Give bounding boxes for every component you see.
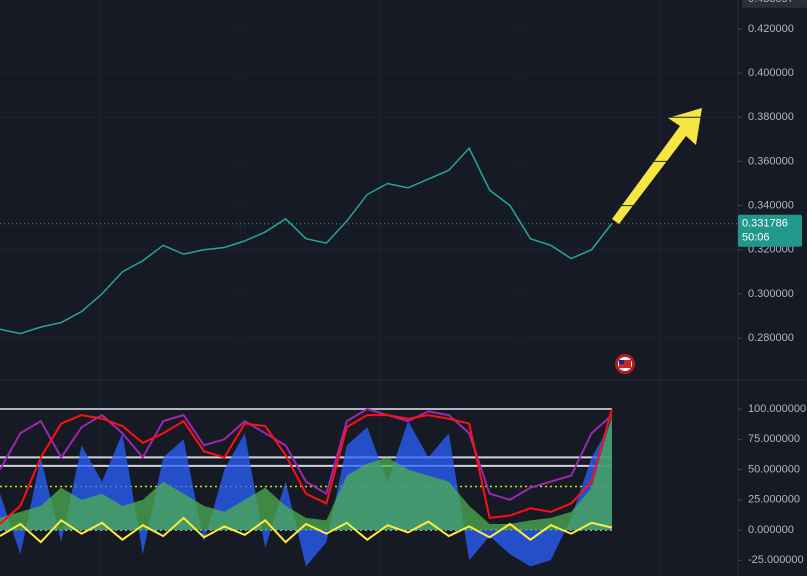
flag-canton [619, 360, 624, 364]
last-price-box [738, 214, 802, 247]
y-tick-label: 0.360000 [748, 155, 794, 167]
y-tick-label: 25.000000 [748, 494, 800, 506]
line [0, 146, 613, 335]
arrow [612, 108, 702, 224]
y-tick-label: 75.000000 [748, 433, 800, 445]
y-tick-label: 100.000000 [748, 403, 806, 415]
y-tick-label: 0.000000 [748, 524, 794, 536]
y-tick-label: -25.000000 [748, 554, 804, 566]
y-tick-label: 0.400000 [748, 67, 794, 79]
area [0, 415, 612, 531]
line [0, 407, 613, 501]
line [0, 408, 613, 525]
last-price-label: 0.331786 [742, 218, 788, 230]
y-tick-label: 0.380000 [748, 111, 794, 123]
price-marker-box [742, 0, 807, 8]
y-tick-label: 50.000000 [748, 463, 800, 475]
y-tick-label: 0.280000 [748, 332, 794, 344]
countdown-label: 50:06 [742, 232, 770, 244]
y-tick-label: 0.300000 [748, 288, 794, 300]
y-tick-label: 0.340000 [748, 199, 794, 211]
flag-stripes [619, 360, 631, 368]
price-marker-label: 0.433597 [748, 0, 794, 5]
y-tick-label: 0.420000 [748, 23, 794, 35]
line [0, 516, 613, 544]
